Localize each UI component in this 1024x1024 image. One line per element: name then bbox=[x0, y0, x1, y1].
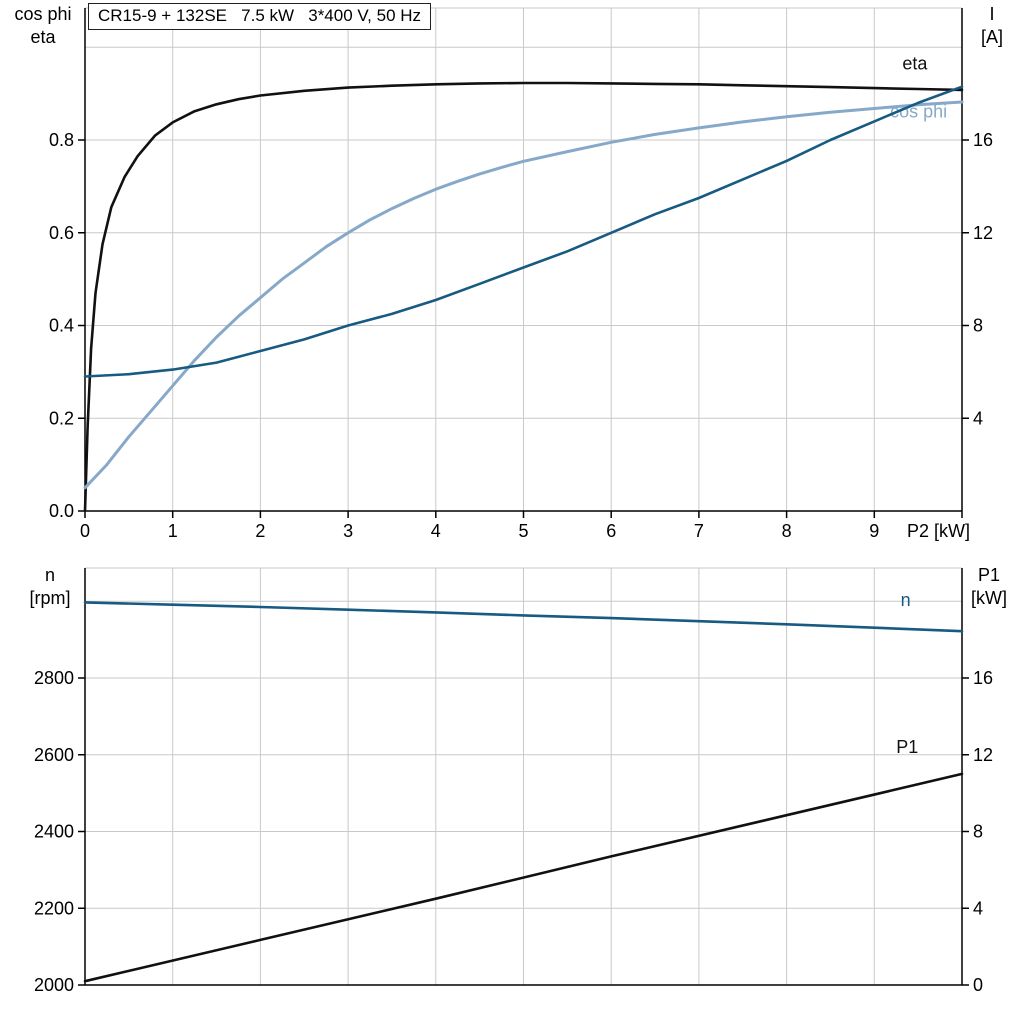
right-tick-label: 16 bbox=[973, 668, 993, 688]
x-tick-label: 7 bbox=[694, 521, 704, 541]
right-tick-label: 4 bbox=[973, 408, 983, 428]
top-left-axis-header: cos phi eta bbox=[4, 3, 82, 49]
left-tick-label: 0.2 bbox=[49, 408, 74, 428]
x-tick-label: 5 bbox=[518, 521, 528, 541]
axis-label-speed: n bbox=[44, 565, 55, 585]
left-tick-label: 0.8 bbox=[49, 130, 74, 150]
eta-label: eta bbox=[902, 54, 928, 74]
x-tick-label: 3 bbox=[343, 521, 353, 541]
left-tick-label: 2200 bbox=[34, 898, 74, 918]
left-tick-label: 0.0 bbox=[49, 501, 74, 521]
x-tick-label: 6 bbox=[606, 521, 616, 541]
cos-phi-curve bbox=[83, 100, 964, 490]
right-tick-label: 8 bbox=[973, 316, 983, 336]
chart-title: CR15-9 + 132SE 7.5 kW 3*400 V, 50 Hz bbox=[88, 3, 432, 30]
speed-label: n bbox=[901, 590, 911, 610]
speed-curve bbox=[83, 601, 964, 633]
x-tick-label: 4 bbox=[431, 521, 441, 541]
left-tick-label: 2000 bbox=[34, 975, 74, 995]
x-tick-label: 2 bbox=[255, 521, 265, 541]
p1-curve bbox=[83, 772, 964, 983]
x-tick-label: P2 [kW] bbox=[907, 521, 970, 541]
top-right-axis-header: I [A] bbox=[964, 3, 1020, 49]
axis-label-current: I bbox=[989, 4, 995, 24]
axis-unit-rpm: [rpm] bbox=[29, 588, 71, 608]
p1-label: P1 bbox=[896, 737, 918, 757]
right-tick-label: 8 bbox=[973, 822, 983, 842]
left-tick-label: 2600 bbox=[34, 745, 74, 765]
cos-phi-label: cos phi bbox=[890, 102, 947, 122]
left-tick-label: 0.6 bbox=[49, 223, 74, 243]
eta-curve bbox=[83, 81, 964, 513]
right-tick-label: 4 bbox=[973, 898, 983, 918]
bottom-right-axis-header: P1 [kW] bbox=[958, 564, 1020, 610]
left-tick-label: 0.4 bbox=[49, 316, 74, 336]
current-curve bbox=[83, 85, 964, 378]
x-tick-label: 1 bbox=[168, 521, 178, 541]
axis-unit-amps: [A] bbox=[980, 27, 1003, 47]
right-tick-label: 12 bbox=[973, 745, 993, 765]
axis-label-cos-phi: cos phi bbox=[14, 4, 72, 24]
chart-1: 2000 2200 2400 2600 2800 0 4 8 12 16 n P1 bbox=[34, 567, 993, 995]
axis-label-p1: P1 bbox=[977, 565, 1001, 585]
right-tick-label: 12 bbox=[973, 223, 993, 243]
x-tick-label: 9 bbox=[869, 521, 879, 541]
bottom-left-axis-header: n [rpm] bbox=[16, 564, 84, 610]
right-tick-label: 0 bbox=[973, 975, 983, 995]
x-tick-label: 0 bbox=[80, 521, 90, 541]
x-tick-label: 8 bbox=[782, 521, 792, 541]
right-tick-label: 16 bbox=[973, 130, 993, 150]
left-tick-label: 2400 bbox=[34, 822, 74, 842]
axis-unit-kw: [kW] bbox=[971, 588, 1007, 608]
axis-label-eta: eta bbox=[30, 27, 56, 47]
left-tick-label: 2800 bbox=[34, 668, 74, 688]
